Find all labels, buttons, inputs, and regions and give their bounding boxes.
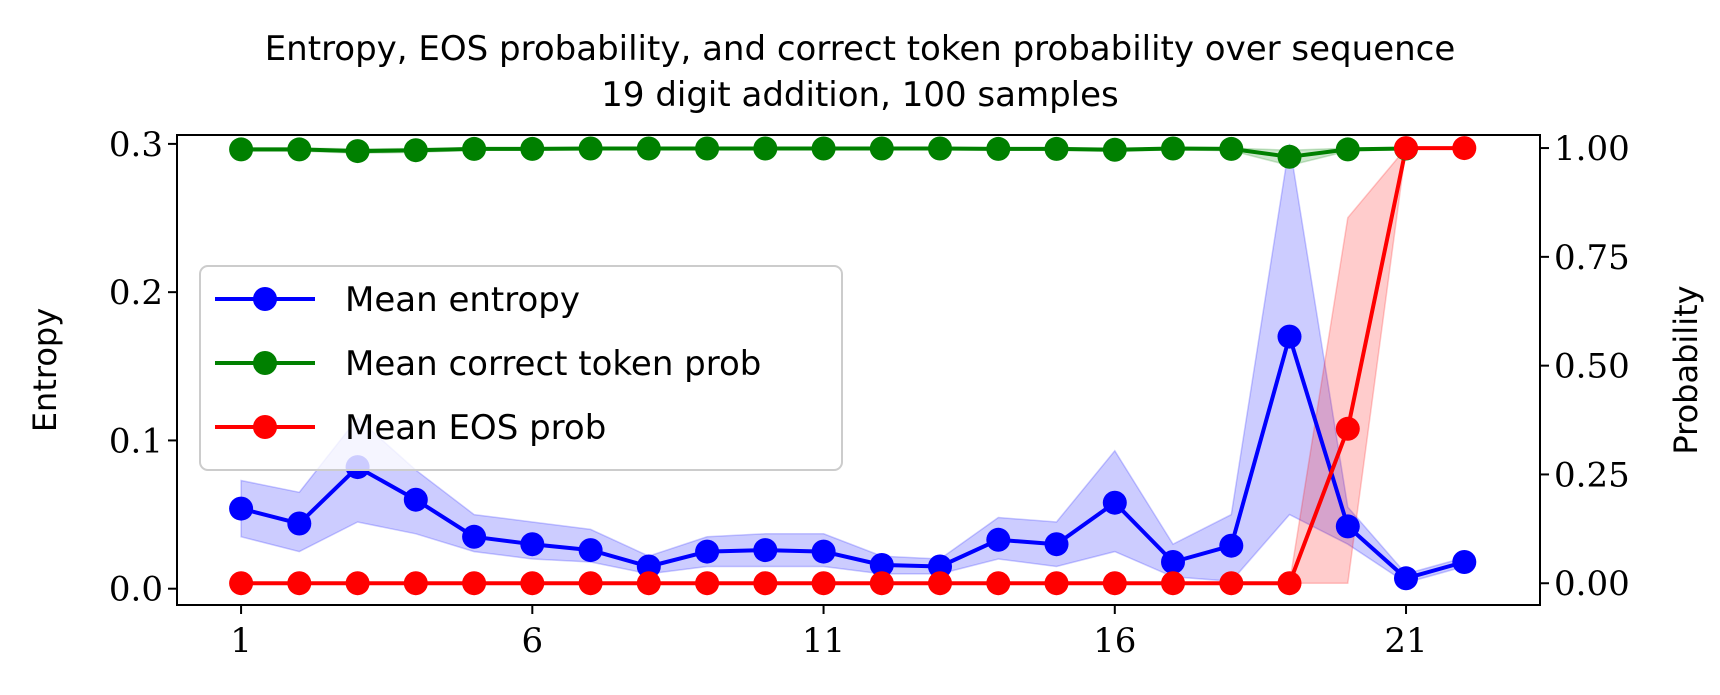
legend-marker-3 — [253, 415, 277, 439]
legend-label-1: Mean entropy — [345, 280, 580, 320]
point-series-3-x6 — [520, 571, 545, 596]
point-series-2-x10 — [753, 136, 778, 161]
point-series-1-x17 — [1161, 550, 1185, 574]
point-series-2-x13 — [928, 136, 952, 161]
point-series-1-x2 — [287, 511, 312, 536]
point-series-1-x7 — [578, 538, 603, 563]
point-series-2-x1 — [229, 137, 254, 162]
point-series-3-x1 — [229, 571, 254, 596]
point-series-1-x1 — [229, 496, 254, 521]
y-right-tick-label: 0.25 — [1554, 455, 1630, 495]
point-series-2-x14 — [986, 136, 1011, 161]
point-series-1-x8 — [636, 554, 661, 579]
point-series-2-x20 — [1335, 137, 1360, 162]
point-series-3-x10 — [753, 571, 778, 596]
point-series-3-x19 — [1277, 571, 1302, 596]
point-series-3-x12 — [869, 571, 894, 596]
point-series-3-x20 — [1335, 416, 1360, 441]
point-series-1-x15 — [1044, 532, 1069, 557]
point-series-3-x22 — [1452, 136, 1477, 161]
point-series-1-x6 — [520, 532, 545, 557]
chart-subtitle: 19 digit addition, 100 samples — [601, 75, 1119, 115]
point-series-3-x16 — [1102, 571, 1127, 596]
legend-label-2: Mean correct token prob — [345, 344, 761, 384]
point-series-3-x5 — [462, 571, 487, 596]
y-right-tick-label: 0.00 — [1554, 564, 1630, 604]
x-tick-label-6: 6 — [521, 621, 543, 661]
point-series-3-x3 — [345, 571, 370, 596]
point-series-1-x22 — [1452, 550, 1477, 574]
point-series-2-x2 — [287, 137, 312, 162]
point-series-2-x19 — [1277, 144, 1302, 169]
point-series-1-x14 — [986, 527, 1011, 552]
y-left-tick-label: 0.2 — [109, 273, 163, 313]
y-left-tick-label: 0.1 — [109, 421, 163, 461]
point-series-3-x21 — [1394, 136, 1418, 161]
line-series-3 — [241, 146, 1465, 586]
x-tick-label-16: 16 — [1093, 621, 1136, 661]
point-series-1-x12 — [869, 553, 894, 577]
point-series-3-x17 — [1161, 571, 1185, 596]
point-series-1-x11 — [811, 539, 836, 564]
point-series-2-x3 — [345, 139, 370, 164]
point-series-1-x5 — [462, 524, 487, 549]
legend-box — [199, 265, 843, 471]
y-axis-label-right: Probability — [1667, 285, 1705, 454]
point-series-1-x16 — [1102, 490, 1127, 515]
legend-marker-2 — [253, 351, 277, 375]
point-series-2-x15 — [1044, 136, 1069, 161]
y-axis-label-left: Entropy — [26, 308, 64, 432]
point-series-3-x13 — [928, 571, 952, 596]
y-right-tick-label: 0.75 — [1554, 238, 1630, 278]
point-series-1-x13 — [928, 554, 952, 579]
point-series-2-x8 — [636, 136, 661, 161]
point-series-2-x16 — [1102, 137, 1127, 162]
point-series-1-x21 — [1394, 566, 1418, 591]
point-series-3-x7 — [578, 571, 603, 596]
point-series-1-x4 — [403, 487, 428, 512]
chart-title: Entropy, EOS probability, and correct to… — [265, 29, 1456, 69]
point-series-2-x6 — [520, 136, 545, 161]
legend-items: Mean entropy Mean correct token prob Mean … — [215, 280, 761, 448]
x-tick-label-21: 21 — [1384, 621, 1427, 661]
y-right-tick-label: 0.50 — [1554, 347, 1630, 387]
legend: Mean entropy Mean correct token prob Mean … — [199, 265, 843, 471]
point-series-3-x14 — [986, 571, 1011, 596]
point-series-2-x11 — [811, 136, 836, 161]
x-tick-label-1: 1 — [230, 621, 252, 661]
point-series-1-x20 — [1335, 514, 1360, 539]
y-right-tick-label: 1.00 — [1554, 129, 1630, 169]
point-series-3-x11 — [811, 571, 836, 596]
point-series-3-x15 — [1044, 571, 1069, 596]
plot-frame — [176, 134, 1541, 606]
point-series-1-x10 — [753, 538, 778, 563]
point-series-3-x9 — [695, 571, 720, 596]
point-series-1-x9 — [695, 539, 720, 564]
x-tick-label-11: 11 — [802, 621, 845, 661]
line-series-1 — [240, 334, 1465, 581]
point-series-2-x4 — [403, 138, 428, 163]
axis-ticks: 1 6 11 16 210.00.10.20.30.000.250.500.751.00 — [109, 125, 1630, 661]
point-series-3-x2 — [287, 571, 312, 596]
legend-label-3: Mean EOS prob — [345, 408, 606, 448]
point-series-2-x17 — [1161, 136, 1185, 161]
point-series-2-x18 — [1219, 136, 1244, 161]
y-left-tick-label: 0.3 — [109, 125, 163, 165]
point-series-1-x18 — [1219, 533, 1244, 558]
y-left-tick-label: 0.0 — [109, 570, 163, 610]
point-series-2-x12 — [869, 136, 894, 161]
point-series-1-x19 — [1277, 324, 1302, 349]
point-series-3-x18 — [1219, 571, 1244, 596]
point-series-2-x7 — [578, 136, 603, 161]
point-series-2-x9 — [695, 136, 720, 161]
point-series-2-x5 — [462, 136, 487, 161]
point-series-3-x4 — [403, 571, 428, 596]
point-series-3-x8 — [636, 571, 661, 596]
legend-marker-1 — [253, 287, 277, 311]
